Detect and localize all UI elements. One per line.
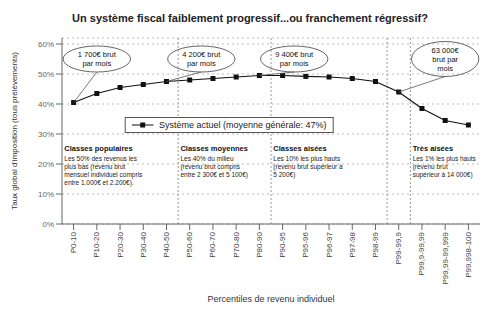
svg-text:P20-30: P20-30 [116, 231, 125, 257]
svg-text:entre 2 300€ et 5 100€): entre 2 300€ et 5 100€) [180, 171, 248, 179]
svg-text:30%: 30% [38, 130, 54, 139]
svg-text:Très aisées: Très aisées [413, 144, 453, 153]
svg-text:0%: 0% [42, 220, 54, 229]
svg-text:Les 40% du milieu: Les 40% du milieu [180, 155, 233, 162]
svg-text:Les 10% les plus hauts: Les 10% les plus hauts [273, 155, 341, 163]
html-text:Système actuel (moyenne généra: Système actuel (moyenne générale: 47%) [158, 119, 327, 130]
svg-text:5 200€): 5 200€) [273, 171, 295, 179]
svg-text:Classes moyennes: Classes moyennes [180, 144, 248, 153]
svg-text:entre 1.000€ et 2.200€).: entre 1.000€ et 2.200€). [64, 179, 134, 187]
svg-text:20%: 20% [38, 160, 54, 169]
svg-text:9 400€ brut: 9 400€ brut [275, 50, 314, 59]
svg-text:Classes populaires: Classes populaires [64, 144, 132, 153]
svg-text:Les 50% des revenus les: Les 50% des revenus les [64, 155, 137, 162]
svg-text:P10-20: P10-20 [92, 231, 101, 257]
svg-text:P99,99-99,999: P99,99-99,999 [441, 231, 450, 284]
svg-text:(revenu brut: (revenu brut [413, 163, 448, 171]
svg-text:P80-90: P80-90 [255, 231, 264, 257]
svg-text:par mois: par mois [187, 59, 216, 68]
svg-text:10%: 10% [38, 190, 54, 199]
svg-text:P0-10: P0-10 [69, 231, 78, 253]
svg-text:Taux global d'imposition (tous: Taux global d'imposition (tous prélèveme… [10, 52, 19, 210]
svg-text:P30-40: P30-40 [139, 231, 148, 257]
svg-text:63 000€: 63 000€ [432, 46, 460, 55]
svg-text:brut par: brut par [432, 55, 458, 64]
html-text:Un système fiscal faiblement p: Un système fiscal faiblement progressif.… [72, 12, 428, 24]
svg-text:par mois: par mois [280, 59, 309, 68]
svg-text:(revenu brut compris: (revenu brut compris [180, 163, 240, 171]
svg-text:P90-95: P90-95 [278, 231, 287, 257]
svg-text:Les 1% les plus hauts: Les 1% les plus hauts [413, 155, 477, 163]
svg-text:P40-50: P40-50 [162, 231, 171, 257]
svg-text:par mois: par mois [82, 59, 111, 68]
svg-text:P99-99,9: P99-99,9 [394, 231, 403, 264]
svg-text:P98-99: P98-99 [371, 231, 380, 257]
svg-text:P96-97: P96-97 [325, 231, 334, 257]
svg-text:supérieur à 14 000€): supérieur à 14 000€) [413, 171, 473, 179]
svg-text:mois: mois [437, 64, 453, 73]
svg-text:50%: 50% [38, 70, 54, 79]
svg-text:60%: 60% [38, 40, 54, 49]
svg-text:mensuel individuel compris: mensuel individuel compris [64, 171, 143, 179]
svg-text:4 200€ brut: 4 200€ brut [182, 50, 221, 59]
svg-text:(revenu brut supérieur à: (revenu brut supérieur à [273, 163, 343, 171]
svg-text:40%: 40% [38, 100, 54, 109]
svg-text:1 700€ brut: 1 700€ brut [78, 50, 117, 59]
svg-text:P50-60: P50-60 [185, 231, 194, 257]
svg-text:Classes aisées: Classes aisées [273, 144, 326, 153]
svg-text:P99,998-100: P99,998-100 [464, 231, 473, 277]
svg-text:P95-96: P95-96 [301, 231, 310, 257]
svg-text:plus bas (revenu brut: plus bas (revenu brut [64, 163, 125, 171]
svg-text:Percentiles de revenu individu: Percentiles de revenu individuel [207, 294, 334, 302]
svg-text:P70-80: P70-80 [232, 231, 241, 257]
svg-text:P60-70: P60-70 [208, 231, 217, 257]
svg-text:P99,9-99,99: P99,9-99,99 [417, 231, 426, 275]
svg-text:P97-98: P97-98 [348, 231, 357, 257]
